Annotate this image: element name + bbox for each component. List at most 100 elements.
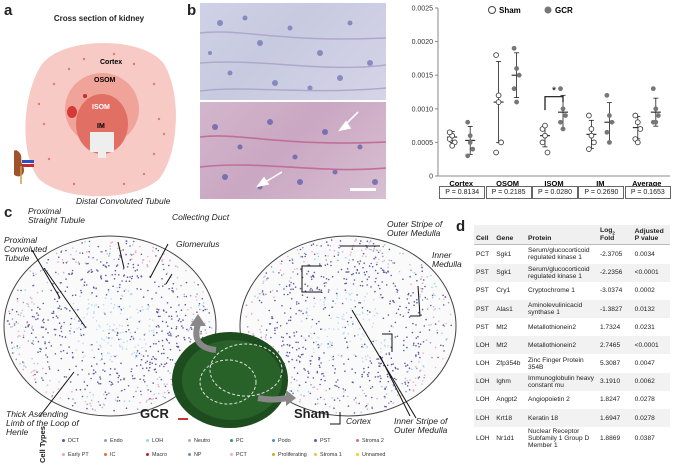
sham-point bbox=[495, 99, 502, 105]
gcr-point bbox=[514, 99, 519, 105]
pvalue-box: P = 0.2185 bbox=[485, 186, 532, 199]
table-cell-p: <0.0001 bbox=[632, 336, 670, 355]
legend-swatch bbox=[356, 453, 359, 457]
legend-swatch bbox=[356, 439, 359, 443]
sham-point bbox=[591, 139, 597, 146]
table-row: LOH Krt18 Keratin 18 1.6947 0.0278 bbox=[474, 409, 670, 428]
gcr-point bbox=[465, 153, 471, 159]
table-cell-cell: LOH bbox=[476, 360, 490, 368]
gcr-point bbox=[511, 86, 517, 92]
legend-label: NP bbox=[194, 452, 202, 458]
table-row: PCT Sgk1 Serum/glucocorticoid regulated ki… bbox=[474, 245, 670, 264]
gcr-point bbox=[467, 140, 473, 145]
col-cell: Cell bbox=[474, 225, 495, 246]
sham-point bbox=[586, 146, 592, 152]
sham-point bbox=[634, 139, 641, 146]
legend-label: PST bbox=[320, 438, 331, 444]
kidney-icon bbox=[14, 150, 34, 184]
gcr-point bbox=[607, 113, 612, 118]
sham-point bbox=[493, 52, 499, 58]
table-cell-gene: Zfp354b bbox=[496, 360, 521, 368]
sham-point bbox=[588, 132, 595, 139]
table-cell-p: 0.0231 bbox=[634, 323, 655, 331]
annotation-proximal-straight-tubule: Proximal Straight Tubule bbox=[28, 206, 86, 225]
table-row: PST Mt2 Metallothionein2 1.7324 0.0231 bbox=[474, 318, 670, 336]
annotation-thick-ascending-limb: Thick Ascending Limb of the Loop of Henl… bbox=[6, 409, 79, 437]
legend-title: Cell Types bbox=[37, 426, 47, 463]
table-cell-cell: PST bbox=[474, 263, 495, 282]
legend-swatch bbox=[272, 453, 275, 457]
scale-bar bbox=[350, 188, 376, 191]
table-cell-fold: -1.3827 bbox=[597, 299, 633, 319]
table-cell-p: 0.0047 bbox=[634, 360, 655, 368]
table-cell-fold: 1.8869 bbox=[599, 435, 621, 443]
legend-label: Stroma 2 bbox=[362, 438, 384, 444]
label-isom: ISOM bbox=[92, 104, 110, 111]
table-cell-cell: LOH bbox=[474, 336, 495, 355]
table-cell-protein: Nuclear Receptor Subfamily 1 Group D Mem… bbox=[528, 428, 590, 450]
label-cortex: Cortex bbox=[100, 59, 122, 66]
legend-swatch bbox=[146, 439, 149, 443]
table-cell-fold: 5.3087 bbox=[599, 360, 621, 368]
table-cell-p: <0.0001 bbox=[632, 263, 670, 282]
table-cell-protein: Serum/glucocorticoid regulated kinase 1 bbox=[528, 247, 590, 262]
gcr-point bbox=[607, 140, 612, 145]
sham-section-outline bbox=[239, 235, 457, 417]
legend-label: Proliferating bbox=[278, 452, 307, 458]
sham-point bbox=[446, 129, 453, 136]
legend-label: Macro bbox=[152, 452, 167, 458]
gcr-point bbox=[563, 113, 568, 118]
table-cell-cell: LOH bbox=[474, 372, 495, 391]
red-glomerulus bbox=[67, 106, 77, 118]
table-cell-fold: -2.2356 bbox=[597, 263, 633, 282]
annotation-glomerulus: Glomerulus bbox=[176, 239, 220, 249]
legend-item: PST bbox=[314, 438, 330, 444]
annotation-inner-stripe: Inner Stripe of Outer Medulla bbox=[394, 416, 448, 435]
x-tick-label: Cortex bbox=[449, 179, 474, 188]
sham-point bbox=[634, 119, 641, 126]
legend-swatch bbox=[146, 453, 149, 457]
gcr-point bbox=[650, 86, 656, 92]
table-cell-p: 0.0002 bbox=[634, 287, 655, 295]
table-cell-protein: Immunoglobulin heavy constant mu bbox=[526, 372, 598, 391]
col-adjusted-p: Adjusted P value bbox=[632, 225, 670, 246]
legend-label: DCT bbox=[68, 438, 80, 444]
arrow-to-sham-icon bbox=[257, 395, 289, 403]
x-tick-label: Average bbox=[632, 179, 661, 188]
y-tick-label: 0.0020 bbox=[412, 39, 434, 46]
table-cell-gene: Sgk1 bbox=[494, 263, 526, 282]
col-protein: Protein bbox=[526, 225, 598, 246]
table-cell-cell: PST bbox=[474, 299, 495, 319]
legend-item: Neutro bbox=[188, 438, 210, 444]
table-row: PST Sgk1 Serum/glucocorticoid regulated ki… bbox=[474, 263, 670, 282]
kidney-diagram-title: Cross section of kidney bbox=[53, 14, 145, 23]
legend-label: Endo bbox=[110, 438, 123, 444]
table-cell-protein: Metallothionein2 bbox=[526, 336, 598, 355]
table-cell-gene: Angpt2 bbox=[496, 396, 518, 404]
col-gene: Gene bbox=[494, 225, 526, 246]
gene-table: Cell Gene Protein Log2 Fold Adjusted P v… bbox=[474, 225, 670, 450]
pvalue-box: P = 0.8134 bbox=[439, 186, 486, 199]
table-row: LOH Angpt2 Angiopoietin 2 1.8247 0.0278 bbox=[474, 391, 670, 409]
pvalue-box: P = 0.2690 bbox=[578, 186, 625, 199]
table-cell-fold: 1.6947 bbox=[597, 409, 633, 428]
legend-item: LOH bbox=[146, 438, 163, 444]
legend-swatch bbox=[230, 453, 233, 457]
annotation-collecting-duct: Collecting Duct bbox=[172, 212, 230, 222]
kidney-diagram: Cortex OSOM ISOM IM bbox=[14, 43, 176, 197]
sham-point bbox=[637, 126, 644, 132]
gcr-point bbox=[609, 119, 615, 125]
pvalue-scatter-chart: 0.0025 0.0020 0.0015 0.0010 0.0005 0 Sham GCR Co… bbox=[412, 6, 670, 188]
col-fold: Log2 Fold bbox=[597, 225, 633, 246]
gcr-point bbox=[516, 72, 522, 78]
significance-star: * bbox=[552, 85, 557, 97]
table-cell-gene: Nr1d1 bbox=[496, 435, 515, 443]
arrow-to-gcr-icon bbox=[193, 323, 217, 353]
legend-swatch bbox=[62, 453, 65, 457]
table-cell-protein: Serum/glucocorticoid regulated kinase 1 bbox=[526, 263, 598, 282]
isom-region bbox=[76, 94, 128, 154]
label-im: IM bbox=[97, 123, 105, 130]
legend-item: Endo bbox=[104, 438, 123, 444]
table-cell-cell: PST bbox=[476, 287, 489, 295]
histology-image-sham bbox=[200, 3, 386, 100]
